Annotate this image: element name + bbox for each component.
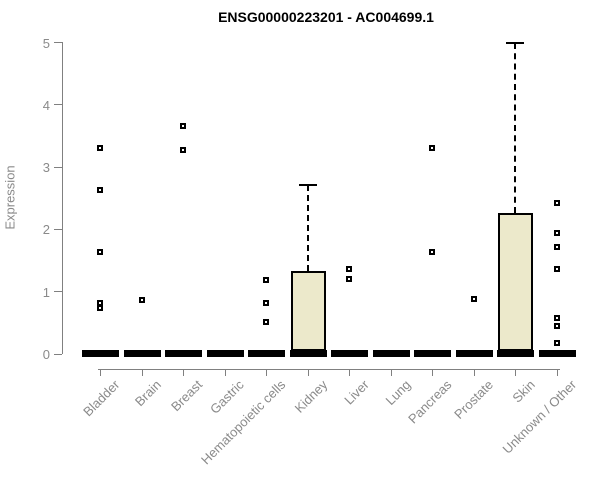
- whisker-cap: [298, 184, 317, 187]
- box: [498, 213, 533, 351]
- y-tick-label: 3: [42, 160, 50, 176]
- y-tick-label: 1: [42, 284, 50, 300]
- y-axis-tick: [54, 166, 62, 168]
- median-bar: [289, 350, 327, 357]
- y-tick-label: 0: [42, 347, 50, 362]
- x-axis-line: [98, 369, 560, 370]
- outlier-point: [553, 314, 560, 321]
- outlier-point: [138, 296, 145, 303]
- x-axis-tick: [473, 369, 475, 376]
- median-bar: [497, 350, 534, 357]
- x-axis-tick: [432, 369, 433, 376]
- x-axis-tick: [183, 369, 184, 376]
- x-tick-label: Bladder: [80, 377, 123, 420]
- outlier-point: [553, 230, 560, 237]
- outlier-point: [97, 144, 103, 151]
- y-axis-tick: [54, 104, 62, 106]
- outlier-point: [470, 296, 477, 303]
- whisker-line: [306, 185, 309, 272]
- chart-title: ENSG00000223201 - AC004699.1: [218, 9, 434, 25]
- x-tick-label: Unknown / Other: [499, 377, 580, 457]
- median-bar: [165, 350, 202, 357]
- box: [290, 271, 326, 351]
- x-axis-tick: [266, 369, 267, 376]
- outlier-point: [553, 244, 560, 251]
- y-axis-tick: [54, 291, 62, 293]
- x-tick-label: Prostate: [451, 377, 497, 422]
- median-bar: [538, 350, 576, 357]
- outlier-point: [180, 122, 186, 129]
- x-tick-label: Breast: [168, 377, 206, 415]
- median-bar: [82, 350, 119, 357]
- outlier-point: [180, 147, 186, 154]
- median-bar: [206, 350, 244, 357]
- outlier-point: [263, 276, 269, 283]
- outlier-point: [97, 187, 103, 194]
- x-tick-label: Liver: [341, 377, 372, 408]
- whisker-line: [514, 42, 516, 214]
- median-bar: [248, 350, 285, 357]
- outlier-point: [263, 319, 269, 326]
- x-axis-tick: [390, 369, 392, 376]
- outlier-point: [553, 266, 560, 273]
- outlier-point: [553, 339, 560, 346]
- outlier-point: [346, 276, 352, 283]
- outlier-point: [429, 144, 435, 151]
- x-axis-tick: [307, 369, 309, 376]
- outlier-point: [553, 200, 560, 207]
- median-bar: [414, 350, 451, 357]
- median-bar: [372, 350, 410, 357]
- outlier-point: [429, 248, 435, 255]
- x-axis-tick: [515, 369, 516, 376]
- x-axis-tick: [349, 369, 350, 376]
- x-tick-label: Gastric: [207, 377, 248, 417]
- outlier-point: [97, 248, 103, 255]
- x-tick-label: Pancreas: [405, 377, 455, 427]
- x-tick-label: Skin: [509, 377, 538, 406]
- x-axis-tick: [141, 369, 143, 376]
- x-axis-tick: [556, 369, 558, 376]
- x-axis-tick: [100, 369, 101, 376]
- y-axis-line: [62, 42, 63, 354]
- outlier-point: [553, 322, 560, 329]
- outlier-point: [263, 299, 269, 306]
- y-tick-label: 4: [42, 97, 50, 113]
- median-bar: [331, 350, 368, 357]
- y-tick-label: 2: [42, 222, 50, 238]
- outlier-point: [97, 304, 103, 311]
- x-tick-label: Lung: [382, 377, 414, 409]
- median-bar: [455, 350, 493, 357]
- y-axis-tick: [54, 42, 62, 43]
- x-axis-tick: [224, 369, 226, 376]
- outlier-point: [346, 266, 352, 273]
- y-axis-tick: [54, 353, 62, 355]
- y-axis-tick: [54, 228, 62, 230]
- y-tick-label: 5: [42, 35, 50, 51]
- x-tick-label: Brain: [132, 377, 165, 410]
- median-bar: [123, 350, 161, 357]
- x-tick-label: Kidney: [291, 377, 331, 416]
- whisker-cap: [506, 41, 524, 44]
